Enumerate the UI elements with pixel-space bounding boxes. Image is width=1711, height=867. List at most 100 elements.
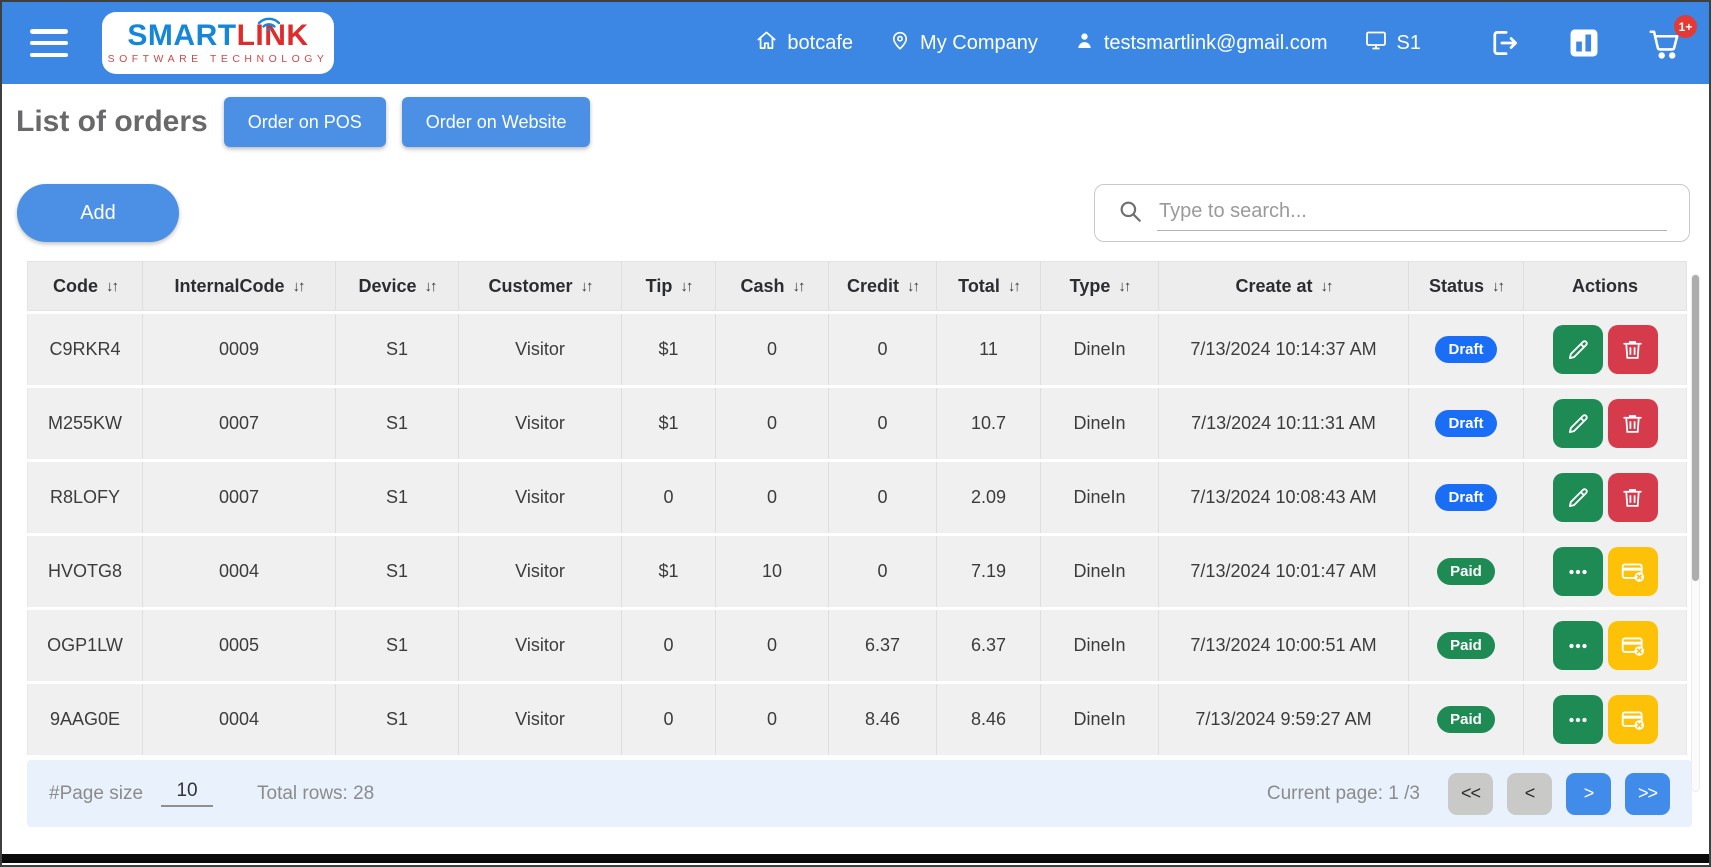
refund-button[interactable] [1607,547,1658,596]
cell-device: S1 [336,684,459,755]
cell-actions [1524,314,1686,385]
brand-logo[interactable]: SMARTLINK SOFTWARE TECHNOLOGY [102,12,334,74]
cell-type: DineIn [1041,610,1159,681]
sort-icon[interactable]: ↓↑ [106,277,119,295]
cell-customer: Visitor [459,684,622,755]
delete-button[interactable] [1607,399,1658,448]
sort-icon[interactable]: ↓↑ [424,277,438,295]
logout-icon[interactable] [1487,26,1521,60]
edit-button[interactable] [1552,473,1603,522]
cell-actions [1524,388,1686,459]
column-header-customer[interactable]: Customer ↓↑ [459,262,622,310]
pencil-icon [1568,339,1588,359]
sort-icon[interactable]: ↓↑ [907,277,920,295]
cell-status: Draft [1409,388,1524,459]
column-header-cash[interactable]: Cash ↓↑ [716,262,829,310]
cell-cash: 10 [716,536,829,607]
sort-icon[interactable]: ↓↑ [1320,277,1334,295]
card-x-icon [1621,562,1644,582]
pencil-icon [1568,487,1588,507]
more-button[interactable] [1552,695,1603,744]
cell-customer: Visitor [459,610,622,681]
cell-tip: $1 [622,388,716,459]
cell-type: DineIn [1041,314,1159,385]
cell-status: Paid [1409,610,1524,681]
nav-account[interactable]: testsmartlink@gmail.com [1074,30,1328,57]
cell-total: 7.19 [937,536,1041,607]
column-header-status[interactable]: Status ↓↑ [1409,262,1524,310]
cell-created-at: 7/13/2024 10:08:43 AM [1159,462,1409,533]
cell-status: Paid [1409,536,1524,607]
column-header-internalcode[interactable]: InternalCode ↓↑ [143,262,336,310]
column-header-device[interactable]: Device ↓↑ [336,262,459,310]
column-header-tip[interactable]: Tip ↓↑ [622,262,716,310]
cell-created-at: 7/13/2024 9:59:27 AM [1159,684,1409,755]
nav-device[interactable]: S1 [1364,28,1421,58]
refund-button[interactable] [1607,621,1658,670]
ellipsis-icon [1568,569,1587,574]
page-size-input[interactable] [161,780,214,807]
cell-internal-code: 0007 [143,462,336,533]
cell-created-at: 7/13/2024 10:14:37 AM [1159,314,1409,385]
more-button[interactable] [1552,547,1603,596]
pagination-bar: #Page size Total rows: 28 Current page: … [27,760,1692,827]
order-on-pos-button[interactable]: Order on POS [223,97,386,147]
orders-table: Code ↓↑ InternalCode ↓↑ Device ↓↑ Customer ↓↑ Ti… [27,261,1687,755]
user-icon [1074,30,1095,57]
nav-company[interactable]: My Company [889,29,1038,57]
total-rows-label: Total rows: 28 [257,782,375,804]
sort-icon[interactable]: ↓↑ [1007,277,1021,295]
last-page-button[interactable]: >> [1625,772,1670,815]
cell-status: Draft [1409,314,1524,385]
sort-icon[interactable]: ↓↑ [680,277,693,295]
cell-cash: 0 [716,388,829,459]
cell-device: S1 [336,610,459,681]
cell-internal-code: 0005 [143,610,336,681]
order-on-website-button[interactable]: Order on Website [401,97,591,147]
column-header-credit[interactable]: Credit ↓↑ [829,262,937,310]
bottom-strip [2,854,1709,863]
table-row: C9RKR4 0009 S1 Visitor $1 0 0 11 DineIn 7/13/2024… [27,314,1687,385]
sort-icon[interactable]: ↓↑ [1118,277,1131,295]
pager: Current page: 1 /3 << < > >> [1267,772,1670,815]
column-header-total[interactable]: Total ↓↑ [937,262,1041,310]
delete-button[interactable] [1607,473,1658,522]
cell-type: DineIn [1041,388,1159,459]
reports-chart-icon[interactable] [1567,26,1601,60]
nav-store[interactable]: botcafe [755,29,853,58]
cell-credit: 6.37 [829,610,937,681]
cell-type: DineIn [1041,684,1159,755]
search-box[interactable] [1094,184,1690,242]
hamburger-menu-icon[interactable] [30,29,68,57]
add-button[interactable]: Add [17,184,179,242]
prev-page-button[interactable]: < [1507,772,1552,815]
cart-badge: 1+ [1674,15,1697,38]
cell-cash: 0 [716,610,829,681]
sort-icon[interactable]: ↓↑ [792,277,806,295]
cell-cash: 0 [716,462,829,533]
column-header-type[interactable]: Type ↓↑ [1041,262,1159,310]
sort-icon[interactable]: ↓↑ [1492,277,1505,295]
edit-button[interactable] [1552,325,1603,374]
first-page-button[interactable]: << [1448,772,1493,815]
cell-device: S1 [336,314,459,385]
column-header-code[interactable]: Code ↓↑ [28,262,143,310]
column-header-create-at[interactable]: Create at ↓↑ [1159,262,1409,310]
status-badge: Draft [1435,484,1497,511]
refund-button[interactable] [1607,695,1658,744]
delete-button[interactable] [1607,325,1658,374]
search-input[interactable] [1157,195,1667,231]
cell-customer: Visitor [459,314,622,385]
sort-icon[interactable]: ↓↑ [580,277,594,295]
cell-code: OGP1LW [28,610,143,681]
cell-actions [1524,684,1686,755]
edit-button[interactable] [1552,399,1603,448]
sort-icon[interactable]: ↓↑ [292,277,306,295]
next-page-button[interactable]: > [1566,772,1611,815]
location-icon [889,29,911,57]
cart-icon[interactable]: 1+ [1647,15,1697,61]
scrollbar-thumb[interactable] [1692,275,1699,581]
table-scrollbar[interactable] [1691,274,1700,792]
more-button[interactable] [1552,621,1603,670]
cell-total: 6.37 [937,610,1041,681]
